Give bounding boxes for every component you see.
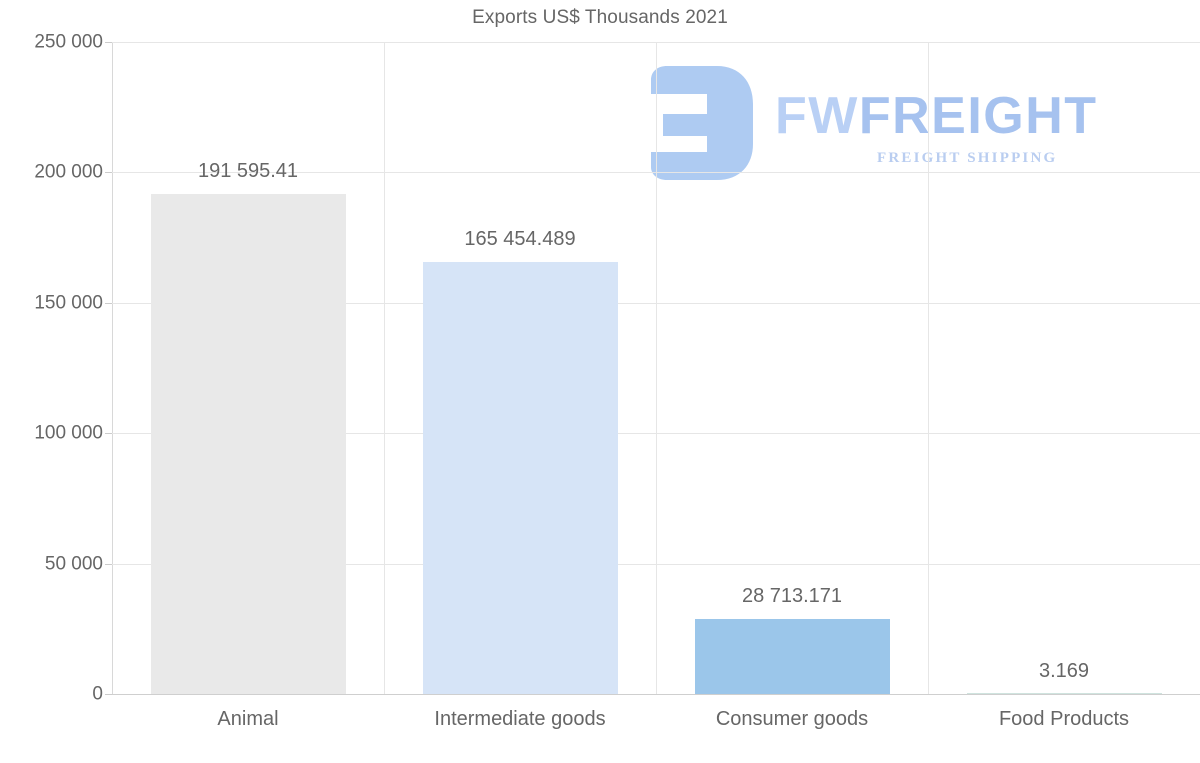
gridline-v-3 [928, 42, 929, 694]
y-tick-mark-200000 [105, 172, 112, 173]
gridline-v-1 [384, 42, 385, 694]
bar-1[interactable] [151, 194, 346, 694]
y-tick-mark-250000 [105, 42, 112, 43]
y-tick-label-0: 0 [92, 683, 103, 705]
y-tick-label-150000: 150 000 [34, 292, 103, 314]
x-axis-label-4: Food Products [998, 708, 1130, 730]
gridline-h-0 [112, 694, 1200, 695]
y-tick-mark-100000 [105, 433, 112, 434]
value-label-1: 191 595.41 [197, 160, 299, 182]
x-axis-label-2: Intermediate goods [434, 708, 606, 730]
plot-area [112, 42, 1200, 695]
value-label-2: 165 454.489 [464, 228, 576, 250]
y-tick-label-50000: 50 000 [44, 553, 103, 575]
y-tick-label-100000: 100 000 [34, 422, 103, 444]
bar-2[interactable] [423, 262, 618, 694]
y-axis-line [112, 42, 113, 694]
y-tick-label-200000: 200 000 [34, 161, 103, 183]
value-label-4: 3.169 [1038, 660, 1090, 682]
x-axis-label-1: Animal [217, 708, 279, 730]
y-tick-mark-0 [105, 694, 112, 695]
bar-4[interactable] [967, 692, 1162, 694]
x-axis-label-3: Consumer goods [715, 708, 869, 730]
chart-title: Exports US$ Thousands 2021 [472, 7, 728, 28]
y-tick-label-250000: 250 000 [34, 31, 103, 53]
gridline-v-2 [656, 42, 657, 694]
bar-3[interactable] [695, 619, 890, 694]
y-tick-mark-150000 [105, 303, 112, 304]
value-label-3: 28 713.171 [741, 585, 843, 607]
y-tick-mark-50000 [105, 564, 112, 565]
